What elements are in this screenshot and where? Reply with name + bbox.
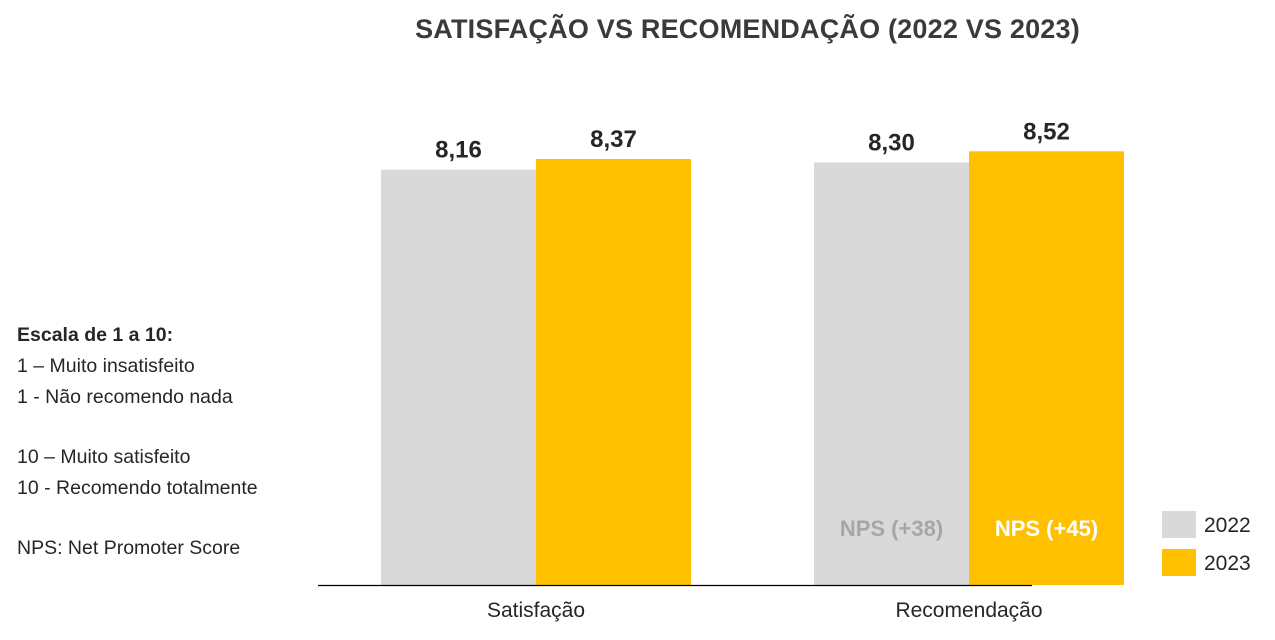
scale-note-line: 10 – Muito satisfeito — [17, 446, 191, 468]
bar-2023-1 — [969, 151, 1124, 586]
legend-swatch-2022 — [1162, 511, 1196, 538]
nps-note: NPS: Net Promoter Score — [17, 537, 241, 559]
legend-swatch-2023 — [1162, 549, 1196, 576]
legend-label: 2022 — [1204, 514, 1251, 537]
scale-heading: Escala de 1 a 10: — [17, 324, 174, 346]
bar-2022-1 — [814, 162, 969, 585]
bar-2022-0 — [381, 169, 536, 585]
nps-annotation: NPS (+38) — [840, 516, 943, 541]
scale-note-line: 1 - Não recomendo nada — [17, 386, 233, 408]
x-tick-label: Satisfação — [487, 599, 585, 622]
data-label: 8,30 — [868, 130, 915, 157]
data-label: 8,16 — [435, 137, 482, 164]
scale-note-line: 10 - Recomendo totalmente — [17, 477, 258, 499]
bar-2023-0 — [536, 159, 691, 585]
scale-notes: Escala de 1 a 10: 1 – Muito insatisfeito… — [17, 320, 258, 564]
nps-annotation: NPS (+45) — [995, 516, 1098, 541]
x-tick-label: Recomendação — [895, 599, 1042, 622]
data-label: 8,52 — [1023, 118, 1070, 145]
data-label: 8,37 — [590, 126, 637, 153]
legend-label: 2023 — [1204, 552, 1251, 575]
scale-note-line: 1 – Muito insatisfeito — [17, 355, 195, 377]
chart-title: SATISFAÇÃO VS RECOMENDAÇÃO (2022 VS 2023… — [415, 14, 1080, 44]
